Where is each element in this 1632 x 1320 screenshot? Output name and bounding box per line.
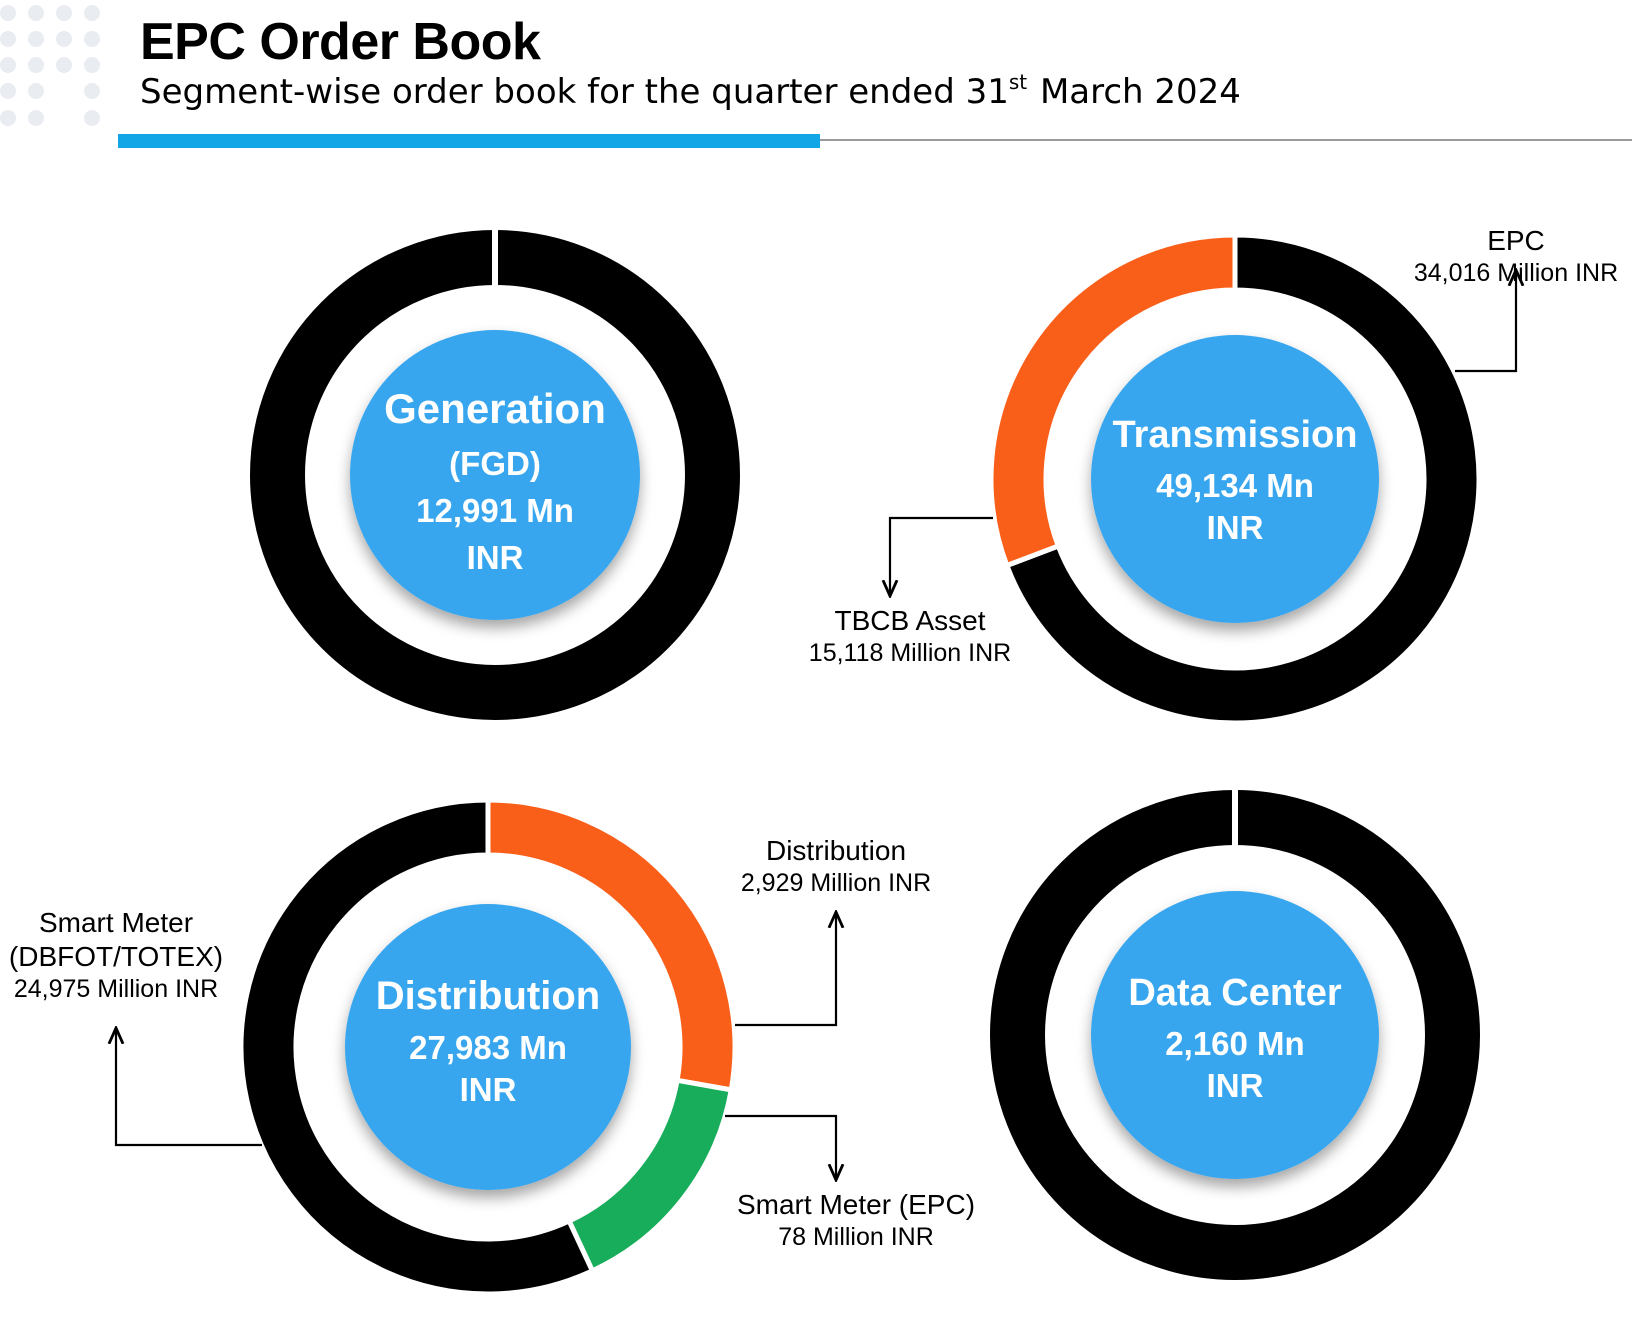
donut-center-distribution: [345, 904, 631, 1190]
callout-dist-smart-epc-name: Smart Meter (EPC): [736, 1189, 976, 1220]
donut-center-generation: [350, 330, 640, 620]
callout-dist-smart-dbfot-name-1: Smart Meter: [38, 907, 194, 938]
donut-center-line-data-center-1: 2,160 Mn: [1165, 1025, 1304, 1062]
title-accent-bar: [118, 134, 820, 148]
connector-trans-epc: [1455, 270, 1516, 373]
donut-slice-transmission-epc: [1003, 232, 1482, 726]
connector-dist-smart-dbfot: [116, 1028, 262, 1147]
callout-dist-smart-dbfot: Smart Meter (DBFOT/TOTEX) 24,975 Million…: [0, 906, 232, 1005]
donut-slice-distribution-smart-meter-dbfot-totex: [238, 797, 596, 1297]
subtitle-text-end: March 2024: [1029, 72, 1241, 112]
callout-dist-distribution-name: Distribution: [765, 835, 907, 866]
donut-center-line-generation-3: INR: [467, 539, 524, 576]
donut-slice-transmission-tbcb-asset: [988, 232, 1238, 569]
callout-trans-epc: EPC 34,016 Million INR: [1402, 224, 1630, 289]
donut-center-title-generation: Generation: [384, 385, 606, 432]
donut-center-transmission: [1091, 335, 1379, 623]
page-subtitle: Segment-wise order book for the quarter …: [140, 70, 1241, 112]
decorative-dot-grid: [0, 5, 100, 126]
callout-dist-smart-dbfot-name-2: (DBFOT/TOTEX): [8, 941, 224, 973]
connector-dist-smart-epc: [725, 1114, 836, 1180]
donut-center-line-transmission-1: 49,134 Mn: [1156, 467, 1314, 504]
donut-center-title-distribution: Distribution: [376, 974, 600, 1018]
donut-center-line-data-center-2: INR: [1207, 1067, 1264, 1104]
subtitle-superscript: st: [1008, 70, 1028, 94]
callout-trans-tbcb-name: TBCB Asset: [834, 605, 986, 636]
callout-trans-tbcb: TBCB Asset 15,118 Million INR: [790, 604, 1030, 669]
donut-center-line-transmission-2: INR: [1207, 509, 1264, 546]
donut-center-line-generation-2: 12,991 Mn: [416, 492, 574, 529]
page-title: EPC Order Book: [140, 13, 541, 71]
callout-dist-distribution-value: 2,929 Million INR: [740, 869, 932, 898]
donut-center-line-distribution-2: INR: [460, 1071, 517, 1108]
callout-dist-smart-dbfot-value: 24,975 Million INR: [13, 975, 219, 1004]
title-divider-line: [820, 139, 1632, 141]
donut-center-line-distribution-1: 27,983 Mn: [409, 1029, 567, 1066]
callout-trans-tbcb-value: 15,118 Million INR: [808, 639, 1012, 668]
callout-trans-epc-value: 34,016 Million INR: [1413, 259, 1619, 288]
connector-trans-tbcb: [890, 516, 993, 596]
donut-center-title-data-center: Data Center: [1128, 972, 1341, 1014]
callout-trans-epc-name: EPC: [1487, 225, 1545, 256]
subtitle-text-start: Segment-wise order book for the quarter …: [140, 72, 1009, 112]
callout-dist-distribution: Distribution 2,929 Million INR: [716, 834, 956, 899]
donut-center-title-transmission: Transmission: [1113, 414, 1358, 456]
connector-dist-distribution: [735, 912, 836, 1027]
callout-dist-smart-epc-value: 78 Million INR: [778, 1223, 934, 1252]
donut-center-data-center: [1091, 891, 1379, 1179]
donut-center-line-generation-1: (FGD): [449, 445, 541, 482]
callout-dist-smart-epc: Smart Meter (EPC) 78 Million INR: [716, 1188, 996, 1253]
